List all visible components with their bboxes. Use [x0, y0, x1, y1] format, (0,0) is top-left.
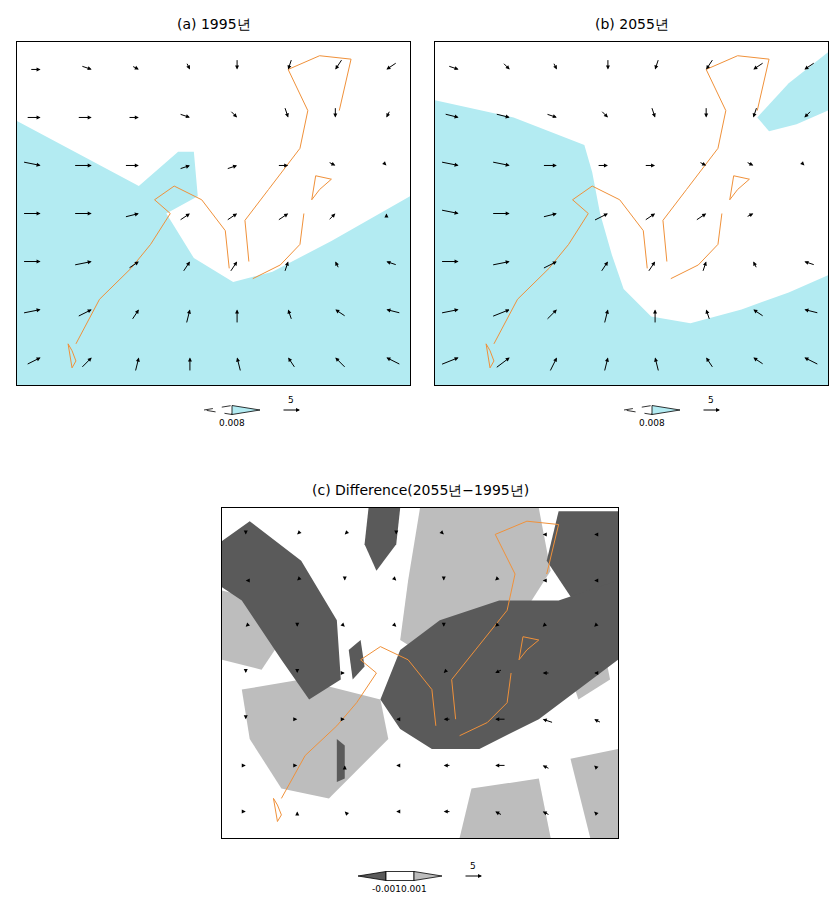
svg-text:0.008: 0.008	[639, 418, 665, 428]
svg-text:(a) 1995년: (a) 1995년	[177, 16, 251, 32]
svg-text:5: 5	[470, 861, 476, 871]
svg-text:0.008: 0.008	[219, 418, 245, 428]
svg-text:5: 5	[288, 395, 294, 405]
svg-text:-0.001: -0.001	[372, 884, 401, 894]
svg-text:(c) Difference(2055년−1995년): (c) Difference(2055년−1995년)	[312, 482, 529, 498]
svg-text:(b) 2055년: (b) 2055년	[595, 16, 669, 32]
svg-text:5: 5	[708, 395, 714, 405]
svg-text:0.001: 0.001	[401, 884, 427, 894]
